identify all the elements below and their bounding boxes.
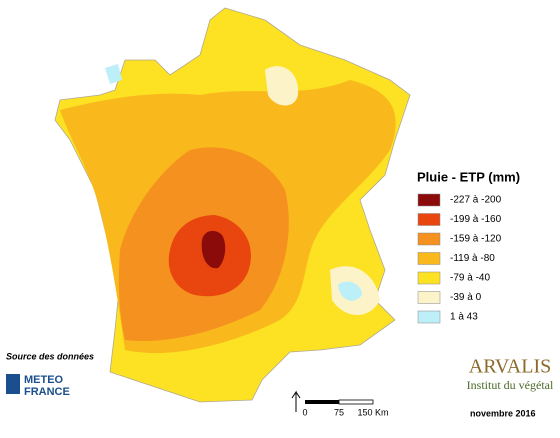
zone-wet (338, 281, 362, 301)
zone-wet2 (105, 64, 122, 84)
legend-swatch (417, 291, 441, 304)
zone-minus-227 (201, 230, 226, 269)
map (54, 7, 411, 403)
legend-label: -199 à -160 (450, 214, 502, 225)
legend-swatch (417, 193, 441, 207)
arvalis-name: ARVALIS (469, 356, 552, 378)
legend-swatch (417, 213, 441, 226)
legend-label: -39 à 0 (450, 292, 482, 303)
legend-swatch (417, 232, 441, 246)
scale-label: 0 (302, 407, 307, 417)
meteo-text: METEO (24, 374, 64, 386)
arvalis-sub: Institut du végétal (467, 378, 554, 392)
legend-swatch (417, 252, 441, 265)
legend-swatch (417, 271, 441, 285)
scale-label: 150 Km (357, 407, 388, 417)
scale-label: 75 (334, 407, 344, 417)
legend: Pluie - ETP (mm) -227 à -200 -199 à -160 -… (417, 169, 520, 324)
legend-label: -159 à -120 (450, 234, 502, 245)
date: novembre 2016 (470, 408, 536, 418)
scale-seg (338, 399, 374, 405)
zone-pale (265, 66, 299, 106)
scale-bar: 0 75 150 Km (291, 390, 389, 417)
meteo-logo (6, 374, 20, 394)
legend-label: -79 à -40 (450, 273, 490, 284)
meteo-text: FRANCE (24, 386, 70, 398)
legend-label: -119 à -80 (450, 253, 495, 264)
legend-swatch (417, 310, 441, 324)
source-label: Source des données (6, 351, 94, 361)
legend-title: Pluie - ETP (mm) (417, 169, 520, 184)
legend-label: 1 à 43 (450, 312, 478, 323)
scale-seg (305, 400, 339, 404)
legend-label: -227 à -200 (450, 195, 502, 206)
north-arrow (291, 390, 301, 412)
